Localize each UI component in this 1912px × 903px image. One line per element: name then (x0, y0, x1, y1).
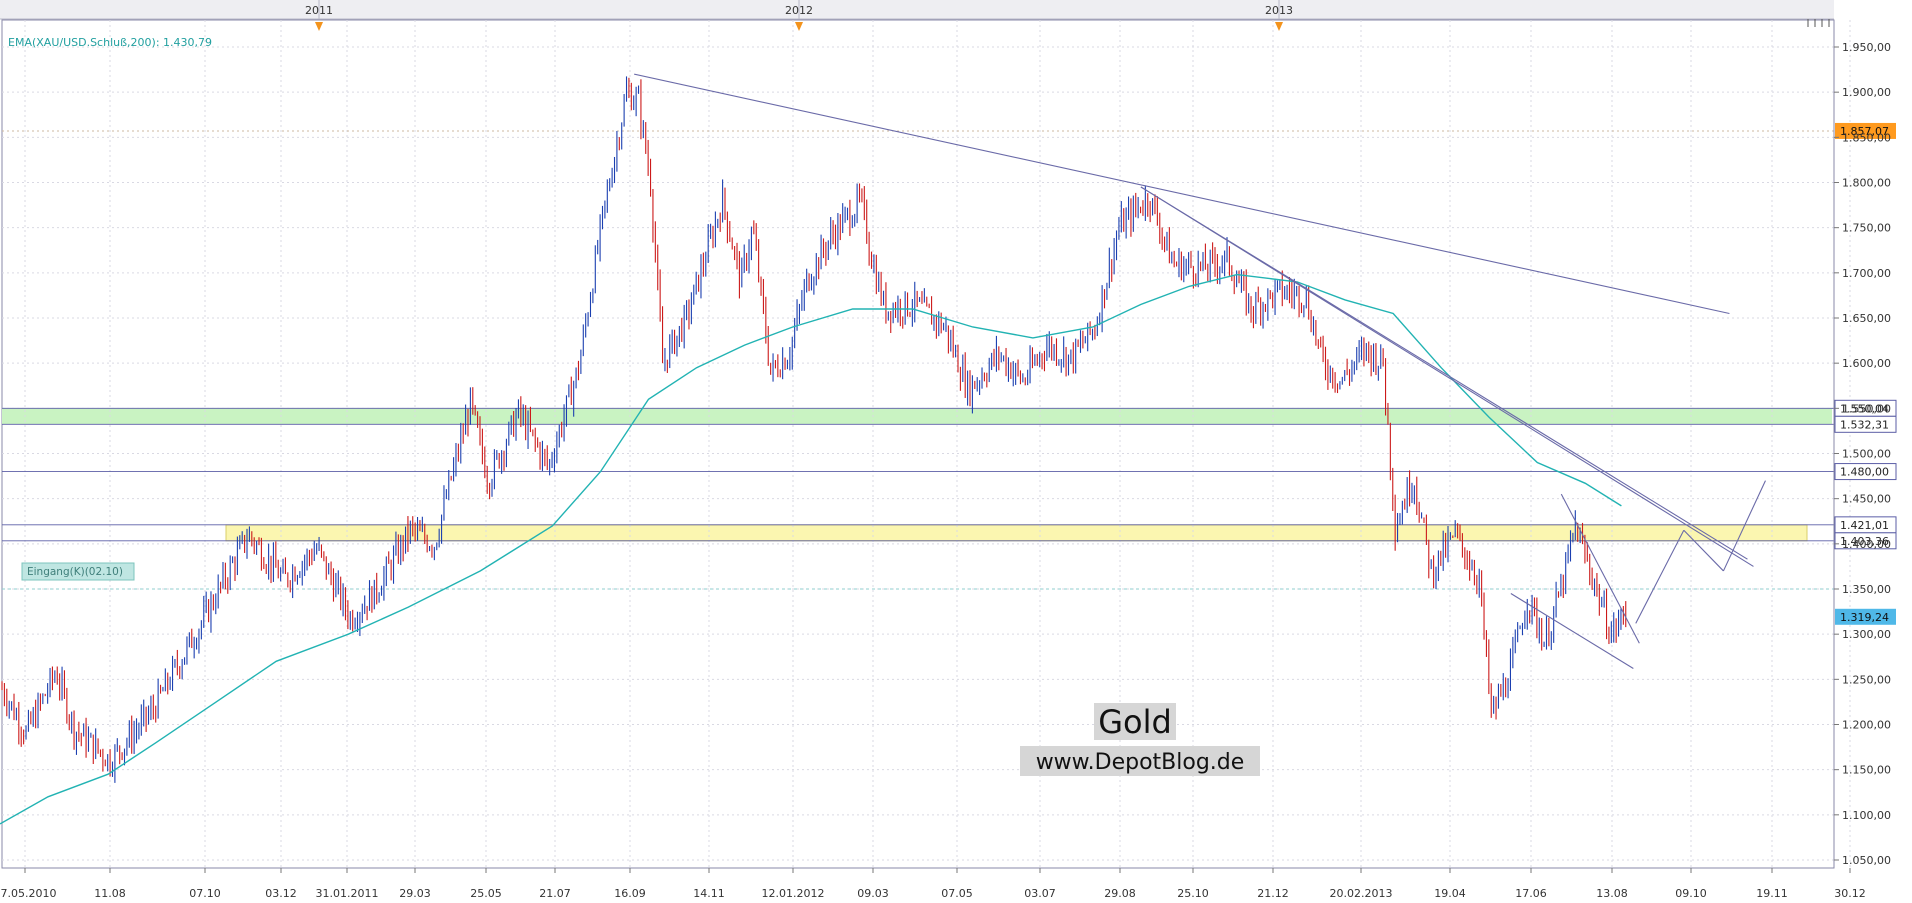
zone-band (2, 408, 1832, 425)
date-tick-label: 03.12 (265, 887, 297, 900)
date-tick-label: 13.08 (1596, 887, 1628, 900)
level-value-box (1834, 532, 1897, 550)
date-tick-label: 09.10 (1675, 887, 1707, 900)
date-tick-label: 07.05.2010 (0, 887, 56, 900)
date-tick-label: 16.09 (614, 887, 646, 900)
trendline (1683, 529, 1724, 572)
watermark: Gold www.DepotBlog.de (1020, 703, 1260, 776)
price-tick-label: 1.850,00 (1842, 131, 1891, 144)
date-tick-label: 07.10 (189, 887, 221, 900)
zone-band (225, 524, 1808, 542)
trendline (1510, 593, 1634, 669)
date-tick-label: 03.07 (1024, 887, 1056, 900)
level-value-label: 1.421,01 (1840, 519, 1889, 532)
trendline (1560, 493, 1640, 644)
marker-value-box (1835, 122, 1896, 139)
date-tick-label: 25.05 (470, 887, 502, 900)
year-label: 2013 (1265, 4, 1293, 17)
price-tick-label: 1.300,00 (1842, 628, 1891, 641)
entry-label: Eingang(K)(02.10) (27, 566, 123, 578)
price-tick-label: 1.900,00 (1842, 86, 1891, 99)
year-label: 2011 (305, 4, 333, 17)
price-tick-label: 1.250,00 (1842, 673, 1891, 686)
date-tick-label: 11.08 (94, 887, 126, 900)
trendlines (634, 73, 1766, 669)
ema-indicator-label: EMA(XAU/USD.Schluß,200): 1.430,79 (8, 36, 212, 49)
trendline (1635, 530, 1685, 624)
price-tick-label: 1.100,00 (1842, 809, 1891, 822)
price-tick-label: 1.750,00 (1842, 222, 1891, 235)
level-value-label: 1.532,31 (1840, 418, 1889, 431)
date-tick-label: 20.02.2013 (1330, 887, 1393, 900)
horizontal-levels: 1.550,04 1.532,31 1.480,00 1.421,01 1.403,36… (2, 122, 1897, 625)
watermark-title-box (1094, 703, 1176, 740)
trendline (634, 73, 1730, 315)
date-tick-label: 25.10 (1177, 887, 1209, 900)
price-tick-label: 1.350,00 (1842, 583, 1891, 596)
level-value-label: 1.480,00 (1840, 466, 1889, 479)
date-tick-label: 21.12 (1257, 887, 1289, 900)
year-marker-triangle (795, 22, 803, 31)
marker-value-box (1835, 608, 1896, 625)
watermark-title: Gold (1098, 703, 1172, 741)
support-zones (2, 408, 1832, 542)
ema-200-line (0, 273, 1622, 825)
price-tick-label: 1.950,00 (1842, 41, 1891, 54)
year-label: 2012 (785, 4, 813, 17)
entry-label-box (21, 562, 135, 581)
date-tick-label: 14.11 (693, 887, 725, 900)
date-tick-label: 09.03 (857, 887, 889, 900)
date-tick-label: 12.01.2012 (762, 887, 825, 900)
price-tick-label: 1.400,00 (1842, 538, 1891, 551)
marker-value-label: 1.319,24 (1840, 611, 1889, 624)
price-tick-label: 1.200,00 (1842, 719, 1891, 732)
price-tick-label: 1.150,00 (1842, 764, 1891, 777)
level-value-box (1834, 415, 1897, 433)
marker-value-label: 1.857,07 (1840, 125, 1889, 138)
date-tick-label: 19.11 (1756, 887, 1788, 900)
date-tick-label: 31.01.2011 (316, 887, 379, 900)
price-tick-label: 1.550,00 (1842, 402, 1891, 415)
price-tick-label: 1.450,00 (1842, 493, 1891, 506)
date-tick-label: 29.03 (399, 887, 431, 900)
price-tick-label: 1.050,00 (1842, 854, 1891, 867)
year-marker-triangle (1275, 22, 1283, 31)
grid-lines (2, 20, 1851, 868)
level-value-label: 1.403,36 (1840, 535, 1889, 548)
date-tick-label: 07.05 (941, 887, 973, 900)
date-tick-label: 30.12 (1834, 887, 1866, 900)
price-tick-label: 1.650,00 (1842, 312, 1891, 325)
price-tick-label: 1.600,00 (1842, 357, 1891, 370)
date-tick-label: 19.04 (1434, 887, 1466, 900)
trendline (1722, 480, 1766, 572)
price-tick-label: 1.500,00 (1842, 448, 1891, 461)
date-tick-label: 17.06 (1515, 887, 1547, 900)
watermark-site: www.DepotBlog.de (1036, 750, 1245, 775)
watermark-site-box (1020, 746, 1260, 776)
price-tick-label: 1.700,00 (1842, 267, 1891, 280)
year-markers: 2011 2012 2013 (305, 0, 1830, 31)
date-tick-label: 29.08 (1104, 887, 1136, 900)
level-value-box (1834, 463, 1897, 481)
price-candles (1, 76, 1627, 783)
year-marker-triangle (315, 22, 323, 31)
price-tick-label: 1.800,00 (1842, 177, 1891, 190)
price-axis: 1.950,00 1.900,00 1.850,00 1.800,00 1.750,00… (1833, 20, 1891, 868)
trendline (1140, 186, 1754, 567)
year-axis-strip (0, 0, 1834, 19)
date-axis: 07.05.2010 11.08 07.10 03.12 31.01.2011 29.03… (0, 868, 1866, 900)
level-value-label: 1.550,04 (1840, 402, 1889, 415)
date-tick-label: 21.07 (539, 887, 571, 900)
entry-marker: Eingang(K)(02.10) (21, 562, 135, 581)
